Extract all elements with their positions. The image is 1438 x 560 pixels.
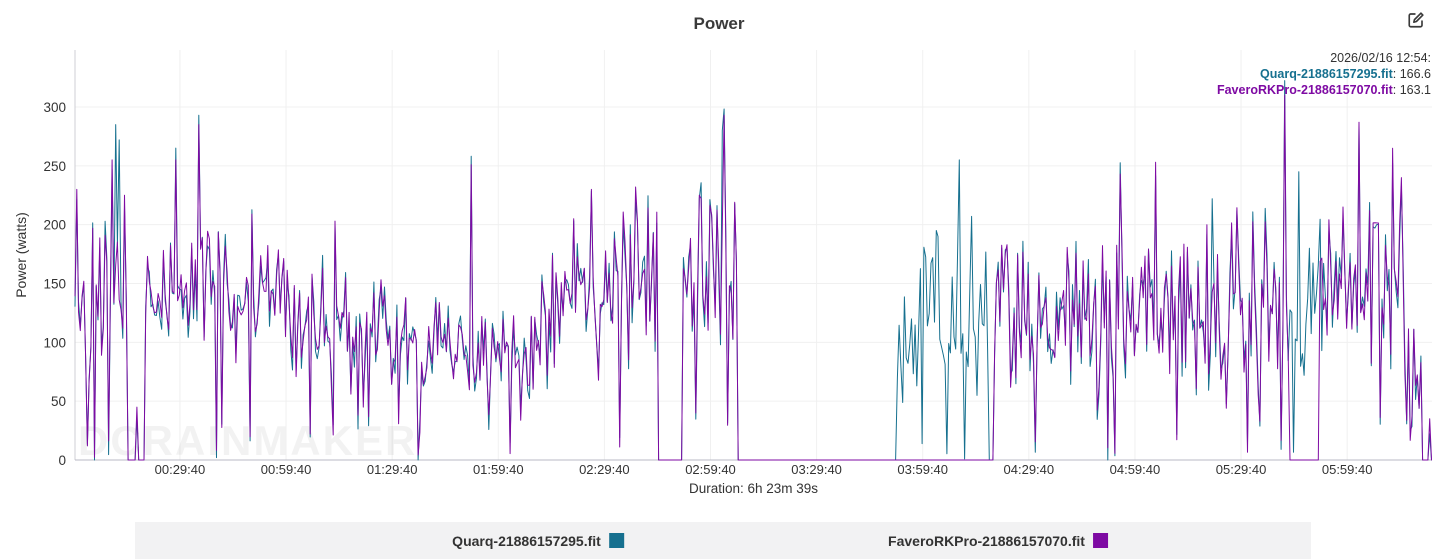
svg-text:200: 200	[43, 218, 66, 233]
tooltip-date: 2026/02/16 12:54:	[1330, 51, 1431, 65]
legend-bar: Quarq-21886157295.fit FaveroRKPro-218861…	[135, 522, 1311, 559]
legend-swatch-favero	[1092, 533, 1108, 548]
svg-text:100: 100	[43, 335, 66, 350]
svg-text:02:29:40: 02:29:40	[579, 462, 630, 477]
svg-text:04:59:40: 04:59:40	[1110, 462, 1161, 477]
svg-text:150: 150	[43, 277, 66, 292]
svg-text:01:29:40: 01:29:40	[367, 462, 418, 477]
tooltip-series-2-value: : 163.1	[1392, 83, 1431, 97]
tooltip-series-1: Quarq-21886157295.fit: 166.6	[1217, 66, 1431, 82]
hover-tooltip: 2026/02/16 12:54: Quarq-21886157295.fit:…	[1217, 50, 1431, 98]
tooltip-series-2: FaveroRKPro-21886157070.fit: 163.1	[1217, 82, 1431, 98]
svg-text:05:59:40: 05:59:40	[1322, 462, 1373, 477]
legend-label-quarq: Quarq-21886157295.fit	[452, 532, 601, 549]
edit-icon[interactable]	[1406, 11, 1426, 31]
svg-text:02:59:40: 02:59:40	[685, 462, 736, 477]
legend-item-quarq[interactable]: Quarq-21886157295.fit	[452, 522, 624, 559]
svg-text:50: 50	[51, 394, 66, 409]
chart-title: Power	[693, 14, 745, 33]
svg-text:01:59:40: 01:59:40	[473, 462, 524, 477]
svg-text:00:29:40: 00:29:40	[155, 462, 206, 477]
tooltip-series-1-name: Quarq-21886157295.fit	[1260, 67, 1393, 81]
x-axis-label: Duration: 6h 23m 39s	[688, 481, 819, 496]
y-axis-label: Power (watts)	[13, 212, 29, 298]
legend-swatch-quarq	[608, 533, 624, 548]
legend-item-favero[interactable]: FaveroRKPro-21886157070.fit	[888, 522, 1108, 559]
tooltip-series-1-value: : 166.6	[1392, 67, 1431, 81]
legend-label-favero: FaveroRKPro-21886157070.fit	[888, 532, 1085, 549]
svg-text:250: 250	[43, 159, 66, 174]
svg-text:00:59:40: 00:59:40	[261, 462, 312, 477]
power-chart-plot[interactable]: DCRAINMAKER 0 50 100 150 200 250 300 00:29:40 00:…	[0, 0, 1438, 520]
svg-text:03:59:40: 03:59:40	[897, 462, 948, 477]
svg-text:0: 0	[58, 453, 66, 468]
watermark: DCRAINMAKER	[78, 417, 417, 464]
svg-text:03:29:40: 03:29:40	[791, 462, 842, 477]
svg-text:04:29:40: 04:29:40	[1004, 462, 1055, 477]
svg-text:05:29:40: 05:29:40	[1216, 462, 1267, 477]
svg-text:300: 300	[43, 100, 66, 115]
tooltip-series-2-name: FaveroRKPro-21886157070.fit	[1216, 83, 1393, 97]
